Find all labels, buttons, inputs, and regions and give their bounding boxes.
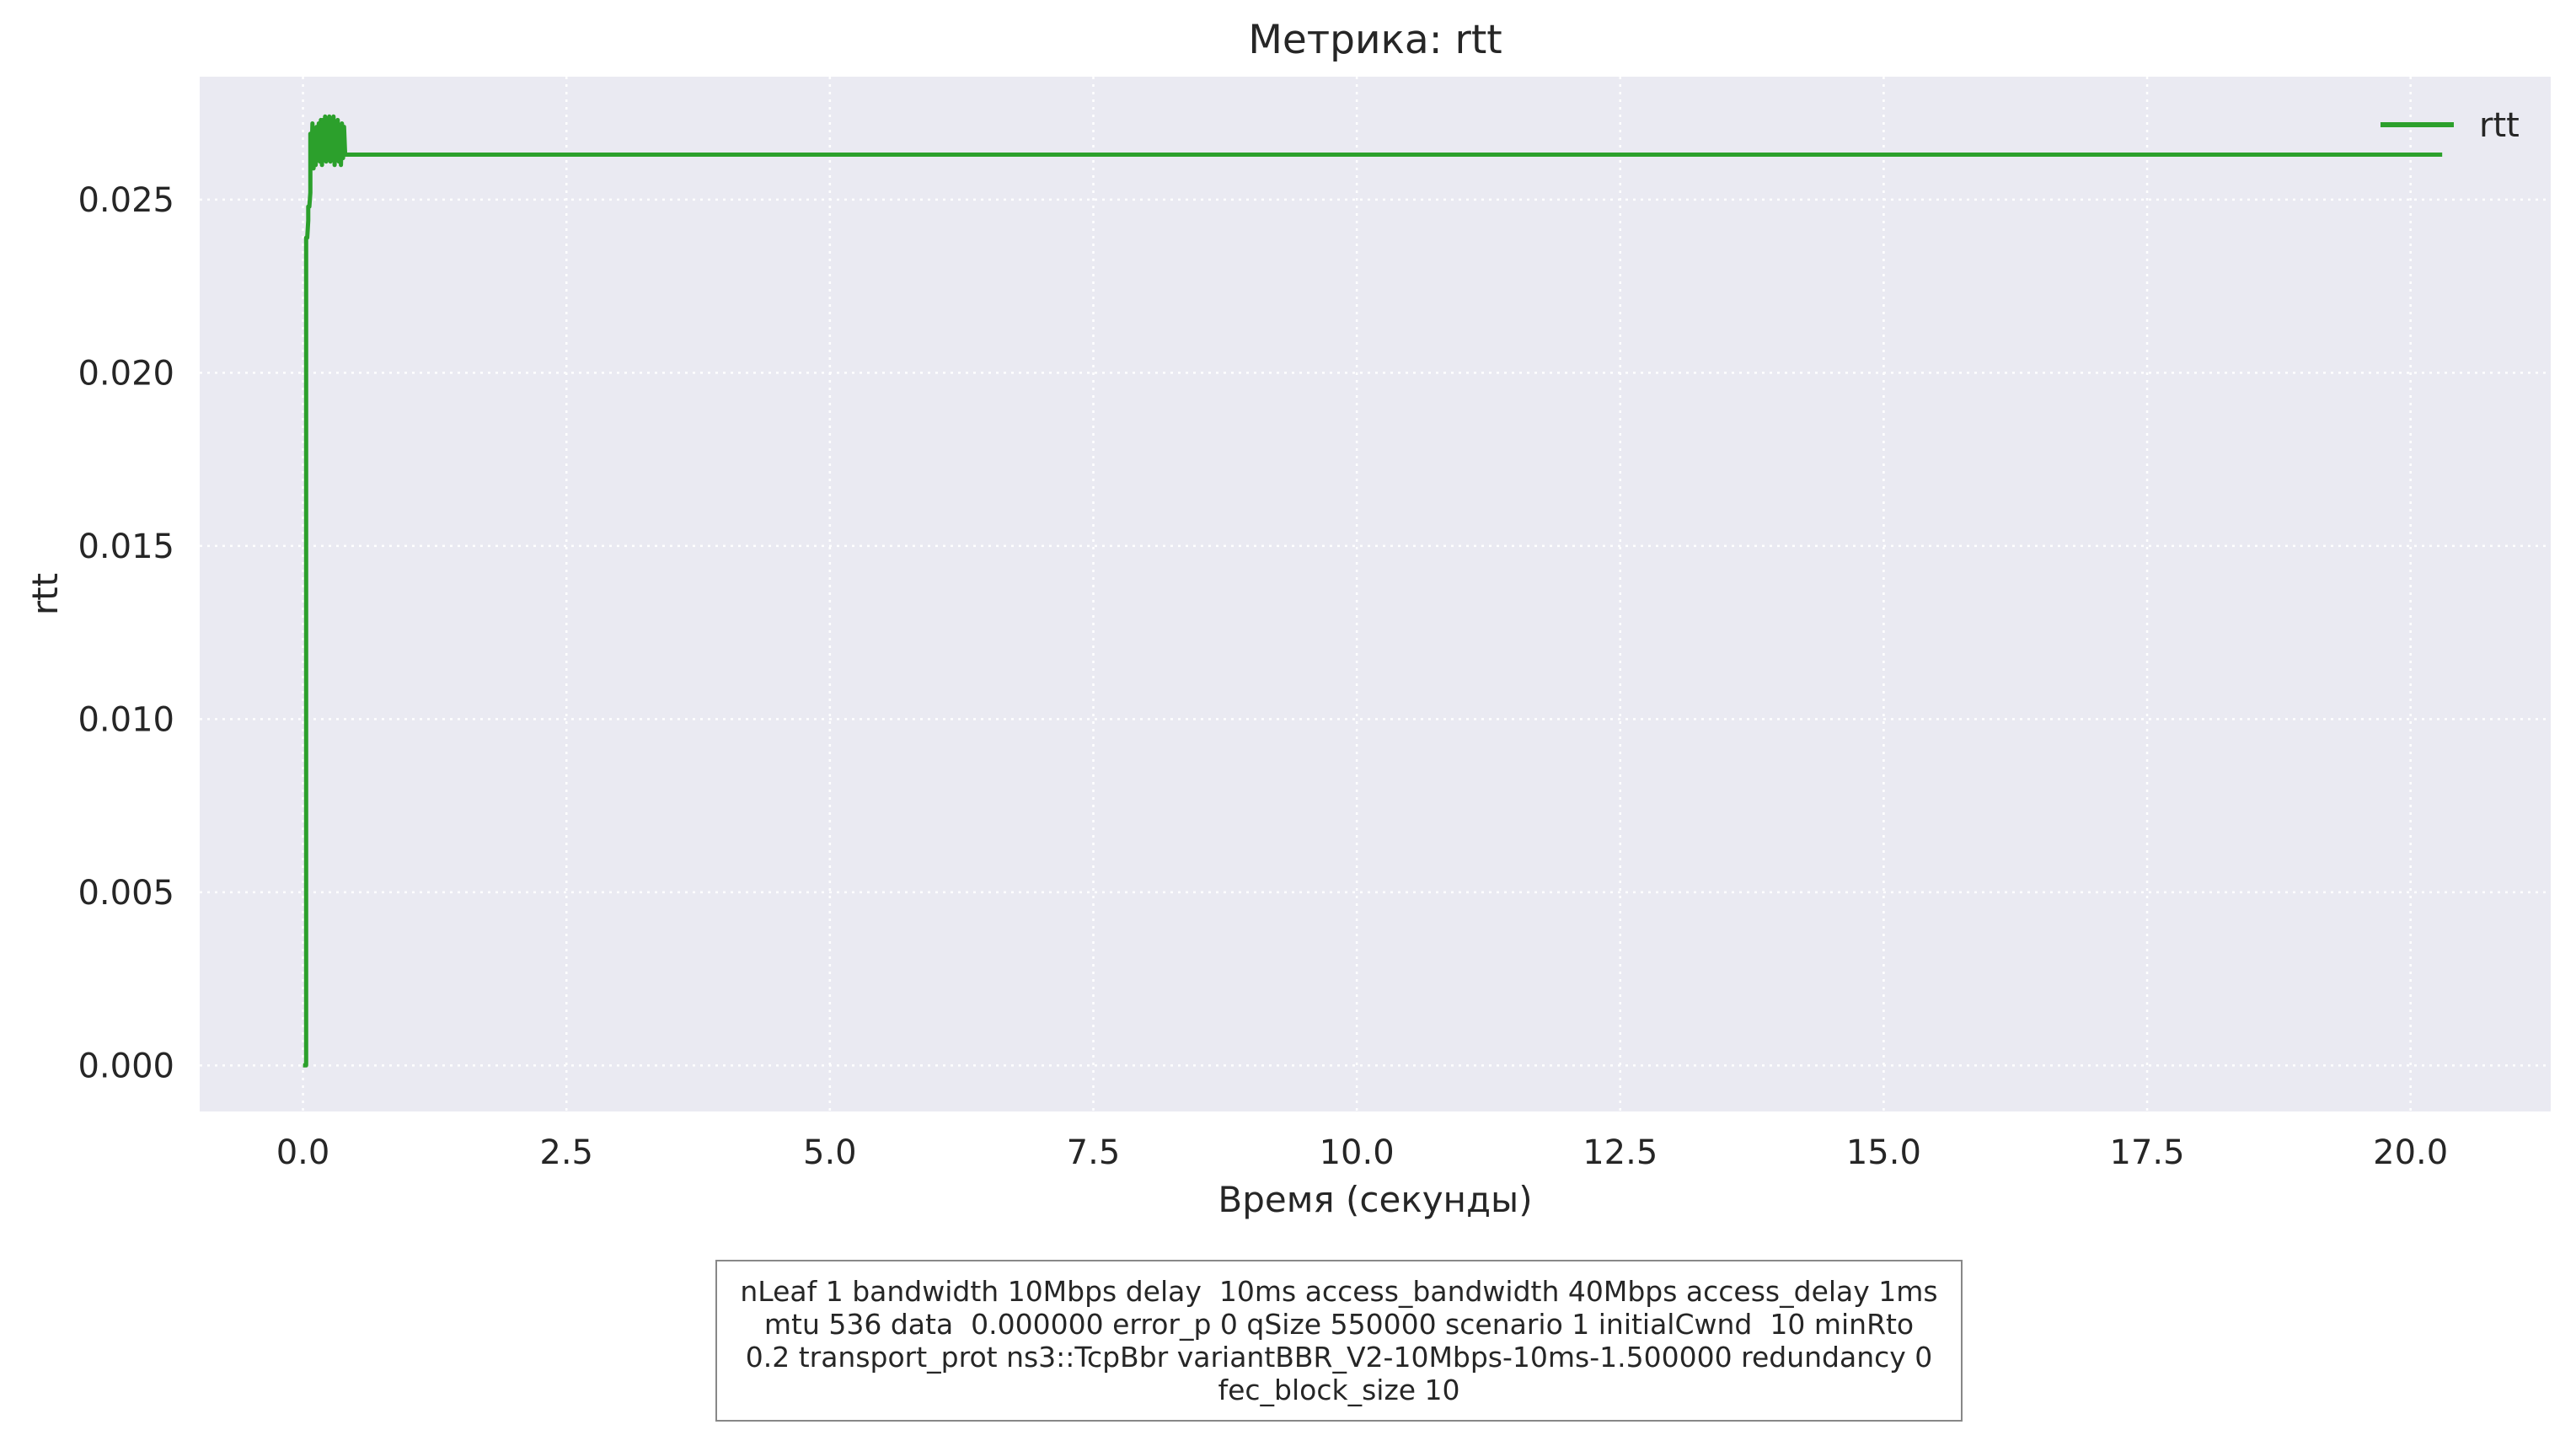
y-axis-ticks: 0.000 0.005 0.010 0.015 0.020 0.025: [78, 181, 174, 1085]
params-line-3: 0.2 transport_prot ns3::TcpBbr variantBB…: [745, 1341, 1933, 1374]
legend: rtt: [2381, 106, 2520, 145]
legend-label-rtt: rtt: [2479, 106, 2520, 145]
x-tick-label: 7.5: [1067, 1133, 1121, 1172]
params-line-2: mtu 536 data 0.000000 error_p 0 qSize 55…: [763, 1308, 1915, 1341]
series-layer: [303, 114, 2443, 1068]
y-tick-label: 0.005: [78, 874, 174, 913]
x-tick-label: 17.5: [2110, 1133, 2185, 1172]
params-line-4: fec_block_size 10: [1218, 1374, 1460, 1406]
y-tick-label: 0.020: [78, 354, 174, 393]
grid-lines: [200, 77, 2551, 1111]
x-tick-label: 5.0: [803, 1133, 857, 1172]
y-tick-label: 0.010: [78, 700, 174, 739]
plot-area: [200, 77, 2551, 1111]
y-tick-label: 0.000: [78, 1047, 174, 1085]
x-tick-label: 10.0: [1320, 1133, 1395, 1172]
x-tick-label: 0.0: [276, 1133, 330, 1172]
x-tick-label: 15.0: [1846, 1133, 1921, 1172]
y-tick-label: 0.025: [78, 181, 174, 220]
x-tick-label: 2.5: [539, 1133, 593, 1172]
simulation-parameters-box: nLeaf 1 bandwidth 10Mbps delay 10ms acce…: [715, 1260, 1963, 1422]
params-line-1: nLeaf 1 bandwidth 10Mbps delay 10ms acce…: [740, 1275, 1938, 1308]
x-tick-label: 20.0: [2373, 1133, 2448, 1172]
x-tick-label: 12.5: [1583, 1133, 1658, 1172]
x-axis-ticks: 0.0 2.5 5.0 7.5 10.0 12.5 15.0 17.5 20.0: [276, 1133, 2448, 1172]
series-line-rtt: [303, 114, 2443, 1068]
chart-title: Метрика: rtt: [1248, 17, 1502, 63]
y-tick-label: 0.015: [78, 528, 174, 566]
x-axis-label: Время (секунды): [1218, 1179, 1532, 1220]
y-axis-label: rtt: [24, 573, 66, 615]
